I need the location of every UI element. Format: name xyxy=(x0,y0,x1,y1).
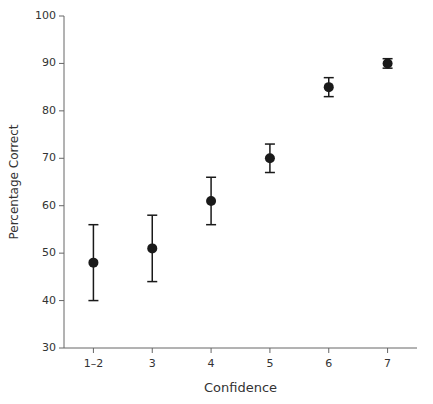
x-tick xyxy=(152,348,153,353)
error-cap xyxy=(88,224,98,226)
error-bar xyxy=(88,225,98,301)
x-tick-label: 5 xyxy=(266,357,273,370)
error-bar xyxy=(206,177,216,224)
y-tick-label: 70 xyxy=(42,151,56,164)
x-tick xyxy=(387,348,388,353)
x-tick-label: 1–2 xyxy=(84,357,104,370)
y-axis-label: Percentage Correct xyxy=(7,124,21,239)
error-cap xyxy=(147,214,157,216)
y-tick-label: 100 xyxy=(35,9,56,22)
error-bar xyxy=(265,144,275,172)
point xyxy=(206,196,216,206)
error-cap xyxy=(206,177,216,179)
x-tick xyxy=(211,348,212,353)
x-tick xyxy=(93,348,94,353)
point xyxy=(383,58,393,68)
y-tick xyxy=(59,205,64,206)
error-cap xyxy=(324,96,334,98)
chart: 30 40 50 60 70 80 90 100 1–2 3 4 5 6 7 Confidence Perce… xyxy=(0,0,433,404)
x-tick xyxy=(328,348,329,353)
error-cap xyxy=(147,281,157,283)
x-tick-label: 3 xyxy=(149,357,156,370)
point xyxy=(147,243,157,253)
error-cap xyxy=(265,143,275,145)
error-cap xyxy=(265,172,275,174)
y-tick-label: 50 xyxy=(42,246,56,259)
y-tick-label: 80 xyxy=(42,104,56,117)
error-cap xyxy=(88,300,98,302)
error-cap xyxy=(324,77,334,79)
x-tick-label: 6 xyxy=(325,357,332,370)
y-tick xyxy=(59,158,64,159)
y-tick xyxy=(59,348,64,349)
error-bar xyxy=(383,59,393,68)
x-tick xyxy=(269,348,270,353)
y-tick xyxy=(59,110,64,111)
point xyxy=(265,153,275,163)
error-bar xyxy=(324,78,334,97)
y-tick xyxy=(59,16,64,17)
y-axis xyxy=(64,16,65,348)
y-tick-label: 30 xyxy=(42,341,56,354)
point xyxy=(88,258,98,268)
error-bar xyxy=(147,215,157,281)
error-cap xyxy=(206,224,216,226)
y-tick xyxy=(59,300,64,301)
plot-area xyxy=(88,58,392,300)
y-tick-label: 90 xyxy=(42,56,56,69)
x-axis xyxy=(64,348,417,349)
point xyxy=(324,82,334,92)
y-tick-label: 40 xyxy=(42,294,56,307)
y-tick-label: 60 xyxy=(42,199,56,212)
y-tick xyxy=(59,63,64,64)
x-tick-label: 4 xyxy=(208,357,215,370)
x-axis-label: Confidence xyxy=(204,380,277,395)
y-tick xyxy=(59,253,64,254)
x-tick-label: 7 xyxy=(384,357,391,370)
